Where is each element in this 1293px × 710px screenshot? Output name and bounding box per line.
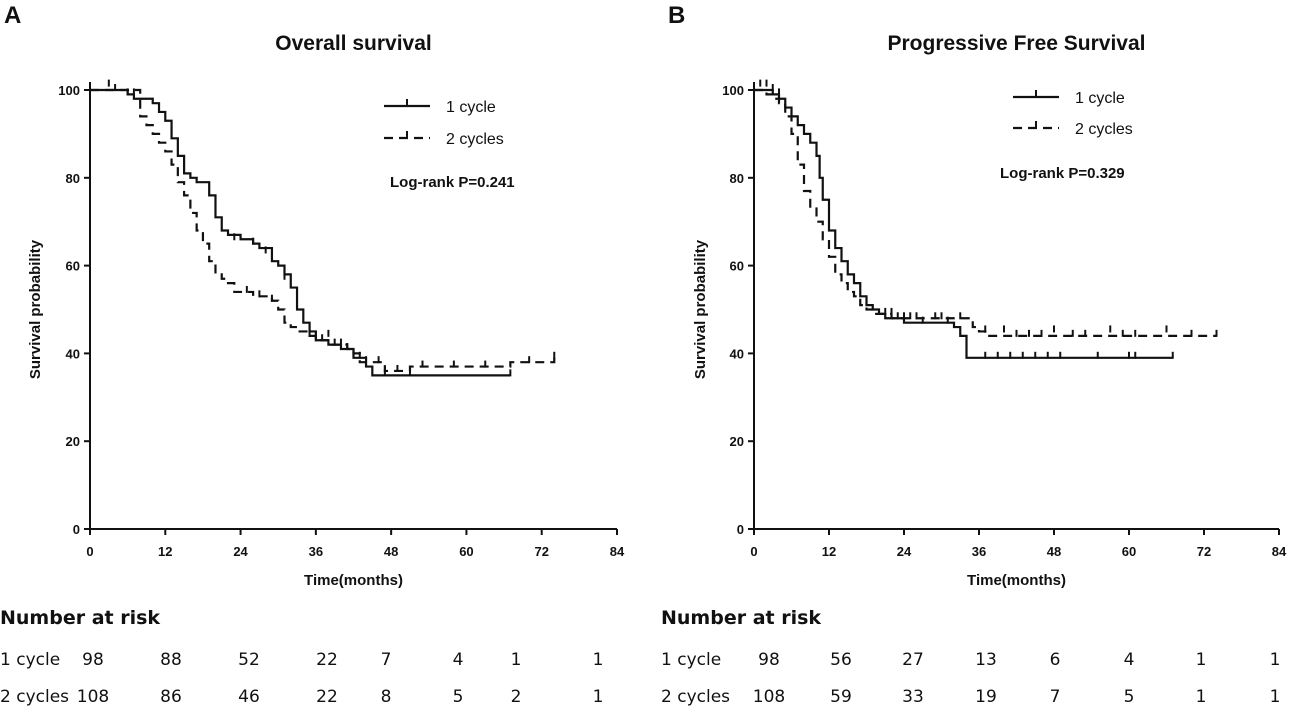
y-tick-label: 60	[66, 259, 80, 274]
x-tick-label: 48	[384, 544, 398, 559]
y-tick-label: 40	[66, 346, 80, 361]
risk-cell: 108	[752, 687, 786, 707]
risk-row-label: 1 cycle	[0, 650, 61, 670]
x-tick-label: 24	[233, 544, 248, 559]
risk-cell: 13	[975, 650, 997, 670]
km-curve-two-cycles	[90, 88, 556, 373]
risk-cell: 52	[238, 650, 260, 670]
risk-row-label: 2 cycles	[661, 687, 731, 707]
x-tick-label: 60	[459, 544, 473, 559]
risk-table-title: Number at risk	[661, 607, 822, 629]
x-tick-label: 60	[1122, 544, 1136, 559]
risk-cell: 1	[510, 650, 522, 670]
risk-cell: 98	[82, 650, 104, 670]
risk-cell: 1	[592, 650, 604, 670]
risk-cell: 19	[975, 687, 997, 707]
y-tick-label: 80	[66, 171, 80, 186]
x-tick-label: 24	[897, 544, 912, 559]
y-axis-label: Survival probability	[692, 239, 709, 379]
risk-cell: 1	[1269, 650, 1281, 670]
y-tick-label: 60	[730, 259, 744, 274]
risk-table-overall-survival: Number at risk 1 cycle 2 cycles 98 88 52 22…	[0, 607, 640, 710]
y-tick-label: 40	[730, 346, 744, 361]
x-axis-label: Time(months)	[304, 572, 403, 589]
risk-cell: 6	[1049, 650, 1061, 670]
y-tick-label: 100	[722, 83, 744, 98]
log-rank-annotation: Log-rank P=0.329	[1000, 165, 1125, 182]
risk-table-progressive-free-survival: Number at risk 1 cycle 2 cycles 98 56 27 13…	[661, 607, 1293, 710]
survival-figure: Overall survival 0 20 40 60 80 100 0 12 24 36 48 60 7…	[27, 32, 1287, 589]
risk-cell: 56	[830, 650, 852, 670]
y-tick-label: 0	[737, 522, 744, 537]
risk-cell: 4	[452, 650, 464, 670]
risk-cell: 59	[830, 687, 852, 707]
x-tick-label: 72	[1197, 544, 1211, 559]
panel-a-letter: A	[4, 2, 22, 29]
x-axis-label: Time(months)	[967, 572, 1066, 589]
km-curve-one-cycle	[90, 88, 511, 377]
y-tick-label: 20	[66, 434, 80, 449]
risk-row-label: 1 cycle	[661, 650, 722, 670]
x-tick-label: 36	[972, 544, 986, 559]
risk-cell: 1	[592, 687, 604, 707]
x-tick-label: 72	[534, 544, 548, 559]
x-tick-label: 12	[822, 544, 836, 559]
risk-cell: 7	[380, 650, 392, 670]
x-tick-label: 84	[1272, 544, 1287, 559]
chart-title: Progressive Free Survival	[888, 32, 1146, 55]
risk-cell: 27	[902, 650, 924, 670]
km-curve-two-cycles	[754, 88, 1217, 337]
risk-row-label: 2 cycles	[0, 687, 70, 707]
y-tick-label: 20	[730, 434, 744, 449]
legend-label: 1 cycle	[446, 99, 496, 116]
risk-cell: 22	[316, 687, 338, 707]
risk-cell: 86	[160, 687, 182, 707]
risk-cell: 46	[238, 687, 260, 707]
risk-cell: 5	[452, 687, 464, 707]
x-tick-label: 12	[158, 544, 172, 559]
chart-title: Overall survival	[275, 32, 431, 55]
legend-label: 1 cycle	[1075, 90, 1125, 107]
x-tick-label: 36	[309, 544, 323, 559]
y-tick-label: 80	[730, 171, 744, 186]
risk-cell: 1	[1195, 650, 1207, 670]
risk-cell: 8	[380, 687, 392, 707]
risk-cell: 98	[758, 650, 780, 670]
legend-label: 2 cycles	[446, 131, 504, 148]
risk-cell: 4	[1123, 650, 1135, 670]
x-tick-label: 48	[1047, 544, 1061, 559]
risk-cell: 88	[160, 650, 182, 670]
log-rank-annotation: Log-rank P=0.241	[390, 174, 515, 191]
x-tick-label: 0	[750, 544, 757, 559]
y-axis-label: Survival probability	[27, 239, 44, 379]
risk-cell: 108	[76, 687, 110, 707]
y-tick-label: 0	[73, 522, 80, 537]
risk-cell: 2	[510, 687, 522, 707]
y-tick-label: 100	[58, 83, 80, 98]
risk-table-title: Number at risk	[0, 607, 161, 629]
x-tick-label: 0	[86, 544, 93, 559]
legend-label: 2 cycles	[1075, 121, 1133, 138]
risk-cell: 5	[1123, 687, 1135, 707]
risk-cell: 22	[316, 650, 338, 670]
x-tick-label: 84	[610, 544, 625, 559]
risk-cell: 1	[1269, 687, 1281, 707]
risk-cell: 7	[1049, 687, 1061, 707]
risk-cell: 33	[902, 687, 924, 707]
risk-cell: 1	[1195, 687, 1207, 707]
panel-b-letter: B	[668, 2, 686, 29]
